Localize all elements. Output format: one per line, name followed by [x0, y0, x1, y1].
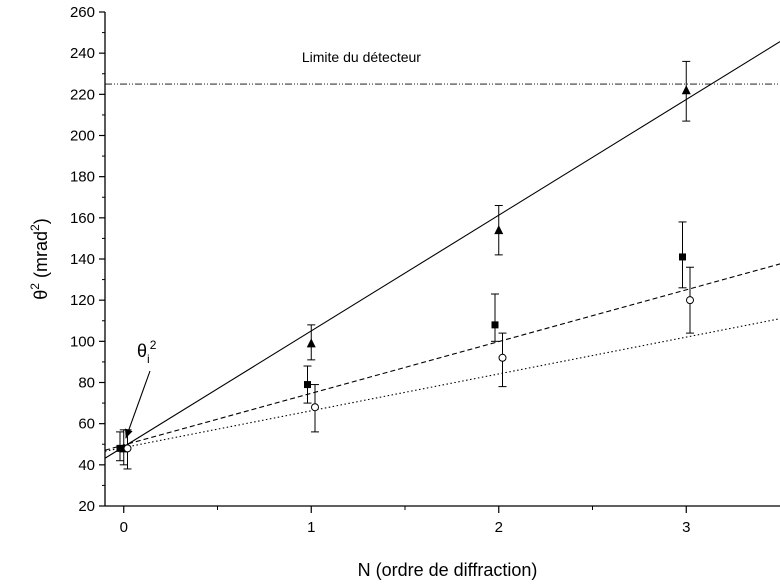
theta-i-annotation: θi2 [137, 338, 157, 366]
data-point-square [491, 321, 499, 329]
y-tick-label: 100 [70, 333, 95, 350]
y-tick-label: 40 [78, 457, 95, 474]
fit-line-dashed [104, 263, 780, 451]
data-point-triangle [494, 225, 504, 235]
data-point-circle [498, 353, 507, 362]
data-point-square [116, 444, 124, 452]
data-point-circle [123, 444, 132, 453]
y-tick-label: 140 [70, 251, 95, 268]
y-axis-label: θ2 (mrad2) [28, 218, 51, 299]
y-tick-label: 240 [70, 45, 95, 62]
data-point-square [304, 381, 311, 389]
y-tick-label: 260 [70, 4, 95, 21]
x-tick-label: 0 [120, 519, 128, 536]
data-point-circle [311, 403, 319, 412]
y-tick-label: 220 [70, 86, 95, 103]
y-tick-label: 200 [70, 128, 95, 145]
y-tick-label: 120 [70, 292, 95, 309]
fit-lines [104, 41, 780, 459]
detector-limit-label: Limite du détecteur [302, 49, 421, 65]
data-point-circle [686, 296, 694, 305]
x-tick-label: 3 [682, 519, 690, 536]
y-tick-label: 160 [70, 210, 95, 227]
fit-line-solid [104, 41, 780, 459]
y-tick-label: 180 [70, 169, 95, 186]
data-point-square [679, 253, 686, 261]
x-tick-label: 1 [307, 519, 315, 536]
y-tick-label: 80 [78, 375, 95, 392]
axes: 20 40 60 80 100 120 140 160 180 200 220 240 260 0 1 2 3 [70, 4, 780, 536]
annotation-arrow [125, 370, 151, 439]
y-tick-label: 20 [78, 498, 95, 515]
fit-line-dotted [104, 318, 780, 452]
annotation-arrowhead [125, 428, 133, 439]
x-axis-label: N (ordre de diffraction) [358, 560, 538, 580]
data-points [116, 60, 694, 470]
data-point-triangle [306, 338, 316, 348]
y-tick-label: 60 [78, 416, 95, 433]
x-tick-label: 2 [495, 519, 503, 536]
data-point-triangle [681, 85, 691, 95]
